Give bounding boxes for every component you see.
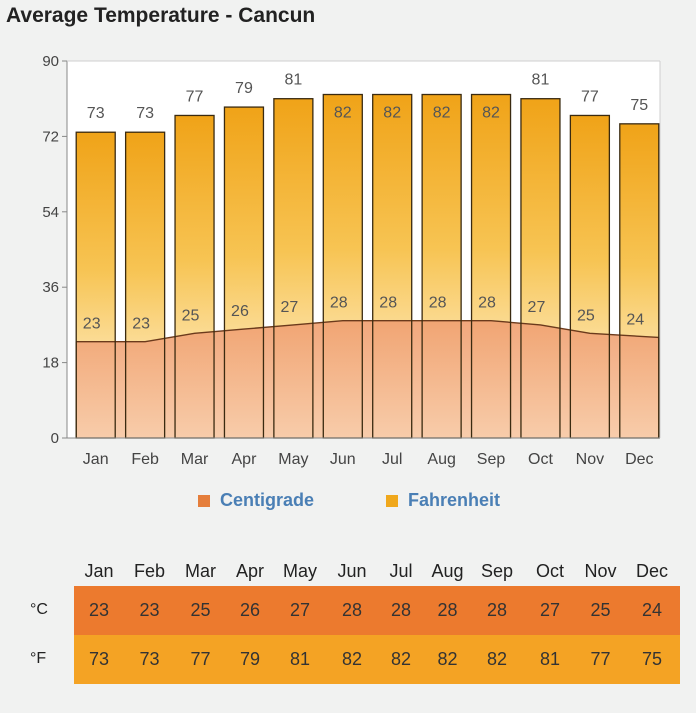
centigrade-swatch: [198, 494, 210, 507]
x-tick-label-mar: Mar: [181, 451, 209, 468]
celsius-cell-jun: 28: [326, 586, 378, 635]
celsius-cell-oct: 27: [523, 586, 577, 635]
x-tick-label-may: May: [278, 451, 308, 468]
fahrenheit-label-nov: 77: [581, 88, 599, 105]
fahrenheit-cell-jun: 82: [326, 635, 378, 684]
fahrenheit-label-feb: 73: [136, 105, 154, 122]
y-tick-label-54: 54: [42, 204, 59, 221]
table-header-jan: Jan: [84, 560, 114, 581]
fahrenheit-label-jun: 82: [334, 105, 352, 122]
fahrenheit-row-label: °F: [30, 650, 47, 667]
celsius-row: 23 23 25 26 27 28 28 28 28 27 25 24: [74, 586, 680, 635]
legend-centigrade[interactable]: Centigrade: [198, 490, 314, 511]
table-header-row: Jan Feb Mar Apr May Jun Jul Aug Sep Oct Nov Dec: [74, 556, 680, 586]
fahrenheit-label-jan: 73: [87, 105, 105, 122]
fahrenheit-label-dec: 75: [630, 97, 648, 114]
y-tick-label-36: 36: [42, 279, 59, 296]
celsius-cell-may: 27: [274, 586, 326, 635]
table-header-oct: Oct: [535, 560, 564, 581]
centigrade-label-nov: 25: [577, 307, 595, 324]
x-tick-label-apr: Apr: [232, 451, 258, 468]
x-tick-label-dec: Dec: [625, 451, 653, 468]
legend: Centigrade Fahrenheit: [0, 490, 696, 514]
legend-centigrade-label: Centigrade: [220, 490, 315, 510]
x-tick-label-oct: Oct: [528, 451, 553, 468]
centigrade-label-feb: 23: [132, 316, 150, 333]
celsius-cell-jan: 23: [74, 586, 124, 635]
centigrade-label-dec: 24: [626, 311, 644, 328]
celsius-cell-feb: 23: [124, 586, 175, 635]
table-header-mar: Mar: [185, 560, 216, 581]
fahrenheit-cell-oct: 81: [523, 635, 577, 684]
fahrenheit-cell-jan: 73: [74, 635, 124, 684]
x-tick-label-jan: Jan: [83, 451, 109, 468]
centigrade-label-apr: 26: [231, 303, 249, 320]
y-tick-label-72: 72: [42, 128, 59, 145]
legend-fahrenheit[interactable]: Fahrenheit: [386, 490, 500, 511]
celsius-cell-sep: 28: [471, 586, 523, 635]
table-header-aug: Aug: [431, 560, 464, 581]
fahrenheit-cell-jul: 82: [378, 635, 424, 684]
centigrade-label-jul: 28: [379, 295, 397, 312]
celsius-cell-apr: 26: [226, 586, 274, 635]
celsius-cell-mar: 25: [175, 586, 226, 635]
celsius-row-label: °C: [30, 601, 48, 618]
table-header-jul: Jul: [389, 560, 413, 581]
celsius-cell-dec: 24: [624, 586, 680, 635]
fahrenheit-label-jul: 82: [383, 105, 401, 122]
fahrenheit-cell-sep: 82: [471, 635, 523, 684]
table-header-may: May: [282, 560, 317, 581]
fahrenheit-swatch: [386, 494, 398, 507]
centigrade-label-aug: 28: [429, 295, 447, 312]
fahrenheit-label-oct: 81: [532, 72, 550, 89]
fahrenheit-label-sep: 82: [482, 105, 500, 122]
table-header-sep: Sep: [480, 560, 514, 581]
x-tick-label-sep: Sep: [477, 451, 506, 468]
centigrade-label-oct: 27: [528, 299, 546, 316]
x-tick-label-aug: Aug: [427, 451, 455, 468]
centigrade-label-may: 27: [280, 299, 298, 316]
centigrade-label-mar: 25: [182, 307, 200, 324]
fahrenheit-cell-feb: 73: [124, 635, 175, 684]
fahrenheit-cell-aug: 82: [424, 635, 471, 684]
fahrenheit-cell-dec: 75: [624, 635, 680, 684]
fahrenheit-cell-nov: 77: [577, 635, 624, 684]
chart-title: Average Temperature - Cancun: [6, 4, 316, 27]
table-header-feb: Feb: [133, 560, 166, 581]
celsius-cell-jul: 28: [378, 586, 424, 635]
x-tick-label-feb: Feb: [131, 451, 159, 468]
fahrenheit-label-aug: 82: [433, 105, 451, 122]
celsius-cell-nov: 25: [577, 586, 624, 635]
centigrade-label-sep: 28: [478, 295, 496, 312]
fahrenheit-cell-apr: 79: [226, 635, 274, 684]
fahrenheit-row: 73 73 77 79 81 82 82 82 82 81 77 75: [74, 635, 680, 684]
centigrade-label-jan: 23: [83, 316, 101, 333]
x-tick-label-jul: Jul: [382, 451, 402, 468]
centigrade-area: [76, 320, 659, 438]
table-header-apr: Apr: [235, 560, 264, 581]
y-tick-label-18: 18: [42, 355, 59, 372]
fahrenheit-label-may: 81: [284, 72, 302, 89]
y-tick-label-0: 0: [51, 430, 59, 447]
table-header-nov: Nov: [584, 560, 617, 581]
centigrade-line: [76, 320, 659, 343]
fahrenheit-label-apr: 79: [235, 80, 253, 97]
table-header-dec: Dec: [635, 560, 668, 581]
table-header-jun: Jun: [337, 560, 367, 581]
temperature-chart: 73 73 77 79 81 82 82 82 82 81 77 75 23 23 25 26 27 28 28 28…: [42, 53, 661, 468]
fahrenheit-cell-mar: 77: [175, 635, 226, 684]
legend-fahrenheit-label: Fahrenheit: [408, 490, 501, 510]
fahrenheit-cell-may: 81: [274, 635, 326, 684]
x-tick-label-jun: Jun: [330, 451, 356, 468]
y-tick-label-90: 90: [42, 53, 59, 70]
centigrade-label-jun: 28: [330, 295, 348, 312]
fahrenheit-label-mar: 77: [186, 88, 204, 105]
x-tick-label-nov: Nov: [576, 451, 604, 468]
temperature-table: Jan Feb Mar Apr May Jun Jul Aug Sep Oct Nov Dec 23 2…: [74, 556, 680, 684]
celsius-cell-aug: 28: [424, 586, 471, 635]
